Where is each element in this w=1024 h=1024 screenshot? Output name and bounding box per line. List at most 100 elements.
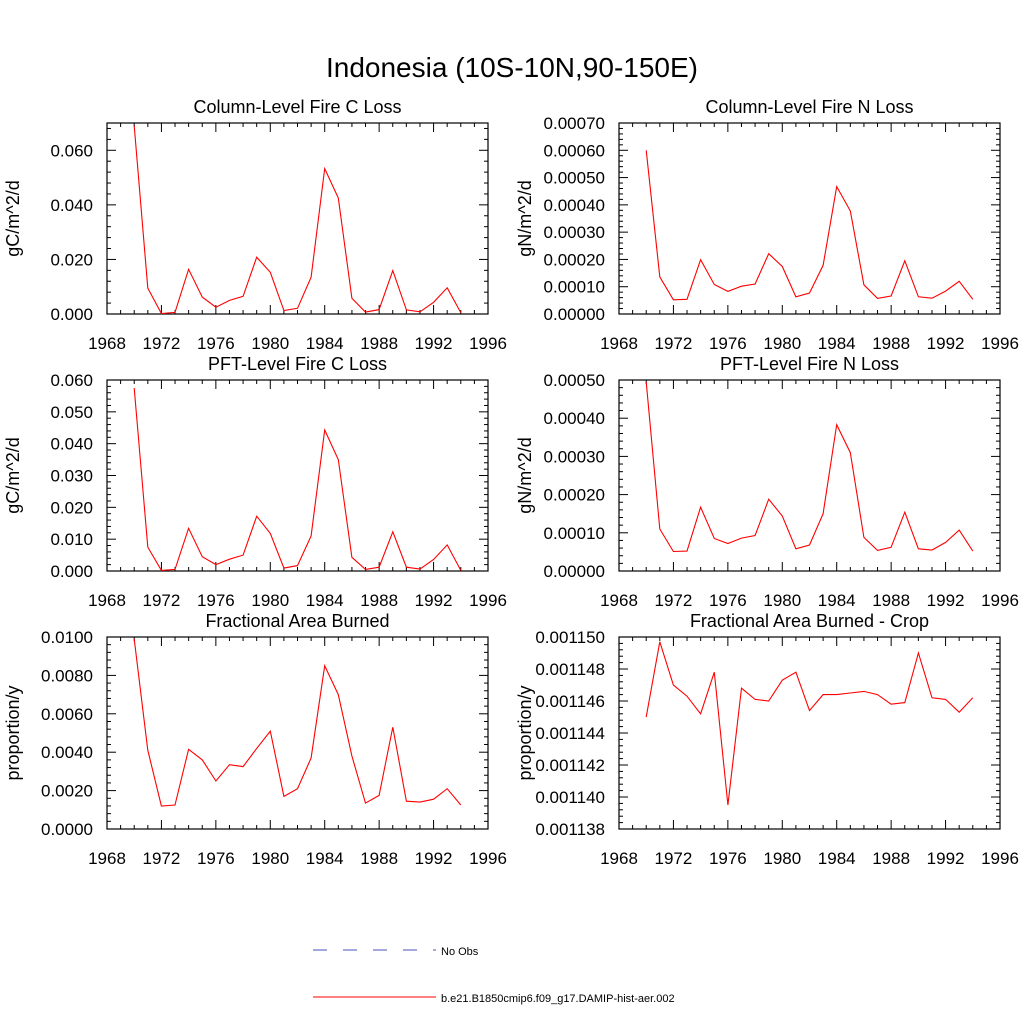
y-tick-label: 0.001146 <box>535 692 605 711</box>
x-tick-label: 1988 <box>872 849 910 868</box>
y-tick-label: 0.00040 <box>544 196 605 215</box>
y-axis-label: proportion/y <box>515 685 535 780</box>
y-tick-label: 0.0040 <box>41 743 93 762</box>
y-tick-label: 0.0080 <box>41 666 93 685</box>
x-tick-label: 1988 <box>360 849 398 868</box>
series-line <box>645 150 974 301</box>
x-tick-label: 1968 <box>88 849 126 868</box>
y-tick-label: 0.00030 <box>544 447 605 466</box>
y-tick-label: 0.040 <box>50 435 93 454</box>
x-tick-label: 1996 <box>469 849 507 868</box>
x-tick-label: 1972 <box>655 849 693 868</box>
x-tick-label: 1984 <box>306 849 344 868</box>
y-tick-label: 0.0020 <box>41 782 93 801</box>
x-tick-label: 1968 <box>600 591 638 610</box>
y-tick-label: 0.001144 <box>535 724 605 743</box>
y-tick-label: 0.000 <box>50 562 93 581</box>
y-tick-label: 0.050 <box>50 403 93 422</box>
y-tick-label: 0.001150 <box>535 628 605 647</box>
chart-panel-1: Column-Level Fire C Loss gC/m^2/d 1968 1972… <box>3 97 507 353</box>
chart-panel-3: PFT-Level Fire C Loss gC/m^2/d 1968 1972 197… <box>3 354 507 610</box>
chart-panel-5: Fractional Area Burned proportion/y 1968 19… <box>3 611 507 868</box>
y-tick-label: 0.020 <box>50 250 93 269</box>
y-tick-label: 0.00000 <box>544 305 605 324</box>
panel-title: PFT-Level Fire N Loss <box>720 354 899 374</box>
x-tick-label: 1980 <box>763 334 801 353</box>
x-tick-label: 1992 <box>415 849 453 868</box>
x-tick-label: 1988 <box>872 591 910 610</box>
x-tick-label: 1992 <box>415 591 453 610</box>
x-tick-label: 1984 <box>818 849 856 868</box>
x-tick-label: 1972 <box>143 334 181 353</box>
series-line <box>645 381 974 553</box>
x-tick-label: 1968 <box>600 849 638 868</box>
figure-title: Indonesia (10S-10N,90-150E) <box>326 52 698 83</box>
series-line <box>645 641 974 806</box>
x-tick-label: 1988 <box>360 591 398 610</box>
panel-title: Column-Level Fire C Loss <box>193 97 401 117</box>
y-tick-label: 0.00020 <box>544 250 605 269</box>
x-tick-label: 1972 <box>143 849 181 868</box>
panels: Column-Level Fire C Loss gC/m^2/d 1968 1972… <box>3 97 1019 868</box>
x-tick-label: 1996 <box>981 849 1019 868</box>
y-axis-label: gN/m^2/d <box>515 180 535 256</box>
chart-panel-2: Column-Level Fire N Loss gN/m^2/d 1968 1972… <box>515 97 1019 353</box>
y-tick-label: 0.00040 <box>544 409 605 428</box>
x-tick-label: 1976 <box>709 849 747 868</box>
chart-panel-6: Fractional Area Burned - Crop proportion/… <box>515 611 1019 868</box>
series-line <box>133 638 462 807</box>
x-tick-label: 1968 <box>88 334 126 353</box>
y-axis-label: gC/m^2/d <box>3 437 23 513</box>
y-tick-label: 0.000 <box>50 305 93 324</box>
y-tick-label: 0.00020 <box>544 486 605 505</box>
y-axis-label: gN/m^2/d <box>515 437 535 513</box>
y-tick-label: 0.030 <box>50 467 93 486</box>
x-tick-label: 1984 <box>306 591 344 610</box>
x-tick-label: 1976 <box>197 849 235 868</box>
x-tick-label: 1972 <box>655 591 693 610</box>
y-tick-label: 0.020 <box>50 498 93 517</box>
y-tick-label: 0.00060 <box>544 141 605 160</box>
x-tick-label: 1992 <box>415 334 453 353</box>
y-tick-label: 0.001142 <box>535 756 605 775</box>
y-tick-label: 0.00010 <box>544 278 605 297</box>
y-tick-label: 0.060 <box>50 371 93 390</box>
x-tick-label: 1992 <box>927 849 965 868</box>
x-tick-label: 1984 <box>818 591 856 610</box>
panel-title: Column-Level Fire N Loss <box>705 97 913 117</box>
x-tick-label: 1980 <box>251 591 289 610</box>
x-tick-label: 1988 <box>360 334 398 353</box>
y-axis-label: gC/m^2/d <box>3 180 23 256</box>
x-tick-label: 1996 <box>981 334 1019 353</box>
y-tick-label: 0.00030 <box>544 223 605 242</box>
y-tick-label: 0.00000 <box>544 562 605 581</box>
y-tick-label: 0.001140 <box>535 788 605 807</box>
x-tick-label: 1980 <box>251 334 289 353</box>
panel-title: PFT-Level Fire C Loss <box>208 354 387 374</box>
x-tick-label: 1996 <box>981 591 1019 610</box>
legend-label-1: No Obs <box>441 946 479 958</box>
y-tick-label: 0.00050 <box>544 371 605 390</box>
y-tick-label: 0.00070 <box>544 114 605 133</box>
y-tick-label: 0.00010 <box>544 524 605 543</box>
y-tick-label: 0.010 <box>50 530 93 549</box>
x-tick-label: 1968 <box>600 334 638 353</box>
x-tick-label: 1984 <box>818 334 856 353</box>
x-tick-label: 1976 <box>197 591 235 610</box>
panel-title: Fractional Area Burned <box>205 611 389 631</box>
y-tick-label: 0.060 <box>50 141 93 160</box>
x-tick-label: 1972 <box>655 334 693 353</box>
x-tick-label: 1976 <box>197 334 235 353</box>
y-tick-label: 0.0000 <box>41 820 93 839</box>
y-tick-label: 0.0060 <box>41 705 93 724</box>
y-tick-label: 0.001148 <box>535 660 605 679</box>
y-tick-label: 0.001138 <box>535 820 605 839</box>
series-line <box>133 125 462 315</box>
series-line <box>133 387 462 571</box>
x-tick-label: 1980 <box>763 591 801 610</box>
y-axis-label: proportion/y <box>3 685 23 780</box>
x-tick-label: 1984 <box>306 334 344 353</box>
legend-label-2: b.e21.B1850cmip6.f09_g17.DAMIP-hist-aer.… <box>441 993 675 1005</box>
